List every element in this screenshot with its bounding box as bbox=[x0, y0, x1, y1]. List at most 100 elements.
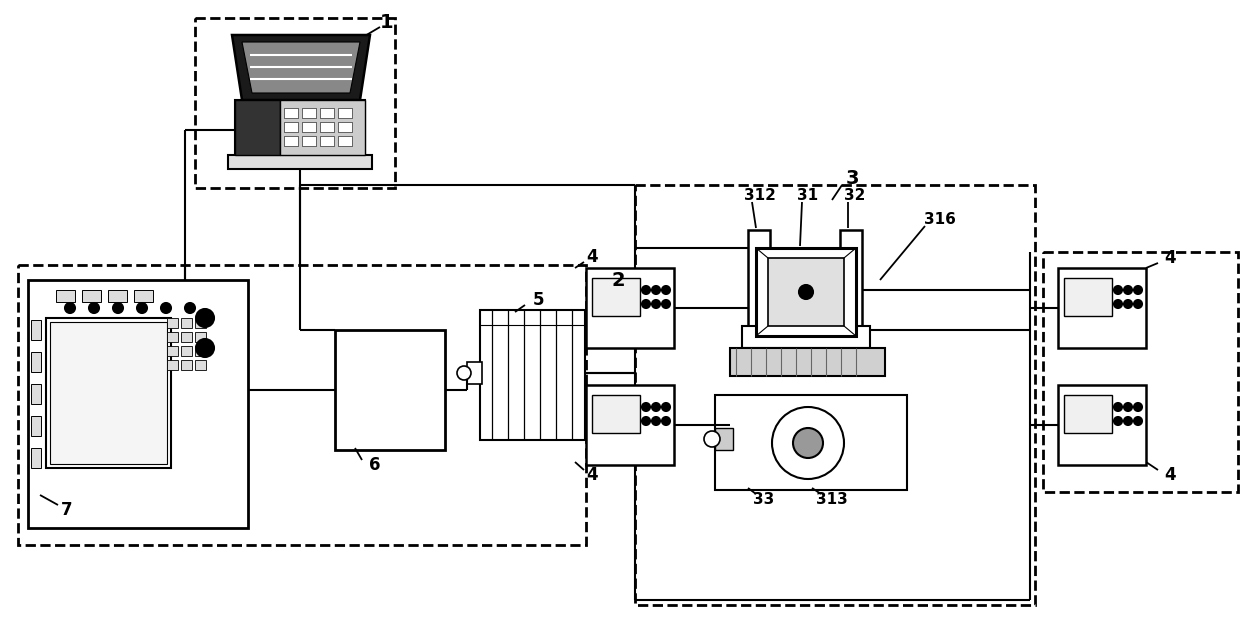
Text: 1: 1 bbox=[381, 12, 394, 31]
Bar bbox=[181, 332, 192, 342]
Circle shape bbox=[196, 309, 215, 327]
Bar bbox=[228, 155, 372, 169]
Bar bbox=[591, 278, 640, 316]
Circle shape bbox=[794, 428, 823, 458]
Bar bbox=[195, 360, 206, 370]
Text: 4: 4 bbox=[1164, 466, 1176, 484]
Circle shape bbox=[652, 417, 660, 425]
Bar bbox=[236, 100, 280, 155]
Bar bbox=[82, 290, 100, 302]
Polygon shape bbox=[232, 35, 370, 100]
Text: 31: 31 bbox=[797, 187, 818, 203]
Bar bbox=[284, 122, 298, 132]
Text: 313: 313 bbox=[816, 492, 848, 507]
Text: 4: 4 bbox=[587, 248, 598, 266]
Bar bbox=[1058, 268, 1146, 348]
Bar bbox=[1064, 278, 1112, 316]
Circle shape bbox=[662, 300, 670, 308]
Text: 6: 6 bbox=[370, 456, 381, 474]
Circle shape bbox=[662, 403, 670, 411]
Bar bbox=[339, 122, 352, 132]
Bar bbox=[320, 122, 334, 132]
Bar bbox=[303, 122, 316, 132]
Bar bbox=[730, 348, 885, 376]
Bar bbox=[280, 100, 365, 155]
Bar bbox=[335, 330, 445, 450]
Circle shape bbox=[1135, 300, 1142, 308]
Bar bbox=[195, 318, 206, 328]
Bar bbox=[284, 108, 298, 118]
Circle shape bbox=[136, 303, 148, 313]
Circle shape bbox=[652, 403, 660, 411]
Bar bbox=[284, 136, 298, 146]
Bar bbox=[31, 448, 41, 468]
Circle shape bbox=[113, 303, 123, 313]
Bar bbox=[31, 384, 41, 404]
Circle shape bbox=[185, 303, 195, 313]
Bar bbox=[195, 346, 206, 356]
Circle shape bbox=[458, 366, 471, 380]
Circle shape bbox=[1123, 417, 1132, 425]
Polygon shape bbox=[242, 42, 360, 93]
Bar bbox=[635, 185, 1035, 605]
Circle shape bbox=[1114, 286, 1122, 294]
Circle shape bbox=[161, 303, 171, 313]
Bar bbox=[31, 320, 41, 340]
Circle shape bbox=[1135, 286, 1142, 294]
Bar bbox=[167, 360, 179, 370]
Bar bbox=[236, 100, 365, 155]
Bar bbox=[742, 326, 870, 348]
Bar bbox=[181, 360, 192, 370]
Text: 2: 2 bbox=[611, 270, 625, 290]
Circle shape bbox=[64, 303, 74, 313]
Bar bbox=[768, 258, 844, 326]
Circle shape bbox=[642, 403, 650, 411]
Bar bbox=[181, 318, 192, 328]
Circle shape bbox=[652, 300, 660, 308]
Circle shape bbox=[662, 417, 670, 425]
Bar bbox=[195, 18, 396, 188]
Text: 312: 312 bbox=[744, 187, 776, 203]
Circle shape bbox=[642, 300, 650, 308]
Bar bbox=[31, 416, 41, 436]
Bar bbox=[467, 362, 482, 384]
Bar bbox=[480, 310, 585, 440]
Text: 316: 316 bbox=[924, 213, 956, 228]
Bar bbox=[339, 136, 352, 146]
Circle shape bbox=[1123, 300, 1132, 308]
Bar bbox=[31, 352, 41, 372]
Bar bbox=[587, 268, 675, 348]
Bar bbox=[756, 248, 856, 336]
Bar bbox=[108, 290, 126, 302]
Bar bbox=[167, 318, 179, 328]
Text: 32: 32 bbox=[844, 187, 866, 203]
Text: 4: 4 bbox=[587, 466, 598, 484]
Circle shape bbox=[704, 431, 720, 447]
Bar bbox=[29, 280, 248, 528]
Text: 7: 7 bbox=[61, 501, 73, 519]
Bar bbox=[339, 108, 352, 118]
Text: 5: 5 bbox=[532, 291, 544, 309]
Circle shape bbox=[662, 286, 670, 294]
Circle shape bbox=[1135, 417, 1142, 425]
Bar bbox=[167, 346, 179, 356]
Bar bbox=[181, 346, 192, 356]
Bar bbox=[303, 136, 316, 146]
Bar bbox=[1064, 395, 1112, 433]
Text: 4: 4 bbox=[1164, 249, 1176, 267]
Bar bbox=[715, 395, 906, 490]
Circle shape bbox=[1114, 403, 1122, 411]
Circle shape bbox=[799, 285, 813, 299]
Circle shape bbox=[1123, 403, 1132, 411]
Bar bbox=[50, 322, 167, 464]
Circle shape bbox=[1114, 300, 1122, 308]
Circle shape bbox=[773, 407, 844, 479]
Circle shape bbox=[1114, 417, 1122, 425]
Bar bbox=[748, 230, 770, 330]
Circle shape bbox=[642, 286, 650, 294]
Bar bbox=[134, 290, 153, 302]
Text: 3: 3 bbox=[846, 168, 859, 187]
Bar bbox=[195, 332, 206, 342]
Circle shape bbox=[642, 417, 650, 425]
Bar bbox=[839, 230, 862, 330]
